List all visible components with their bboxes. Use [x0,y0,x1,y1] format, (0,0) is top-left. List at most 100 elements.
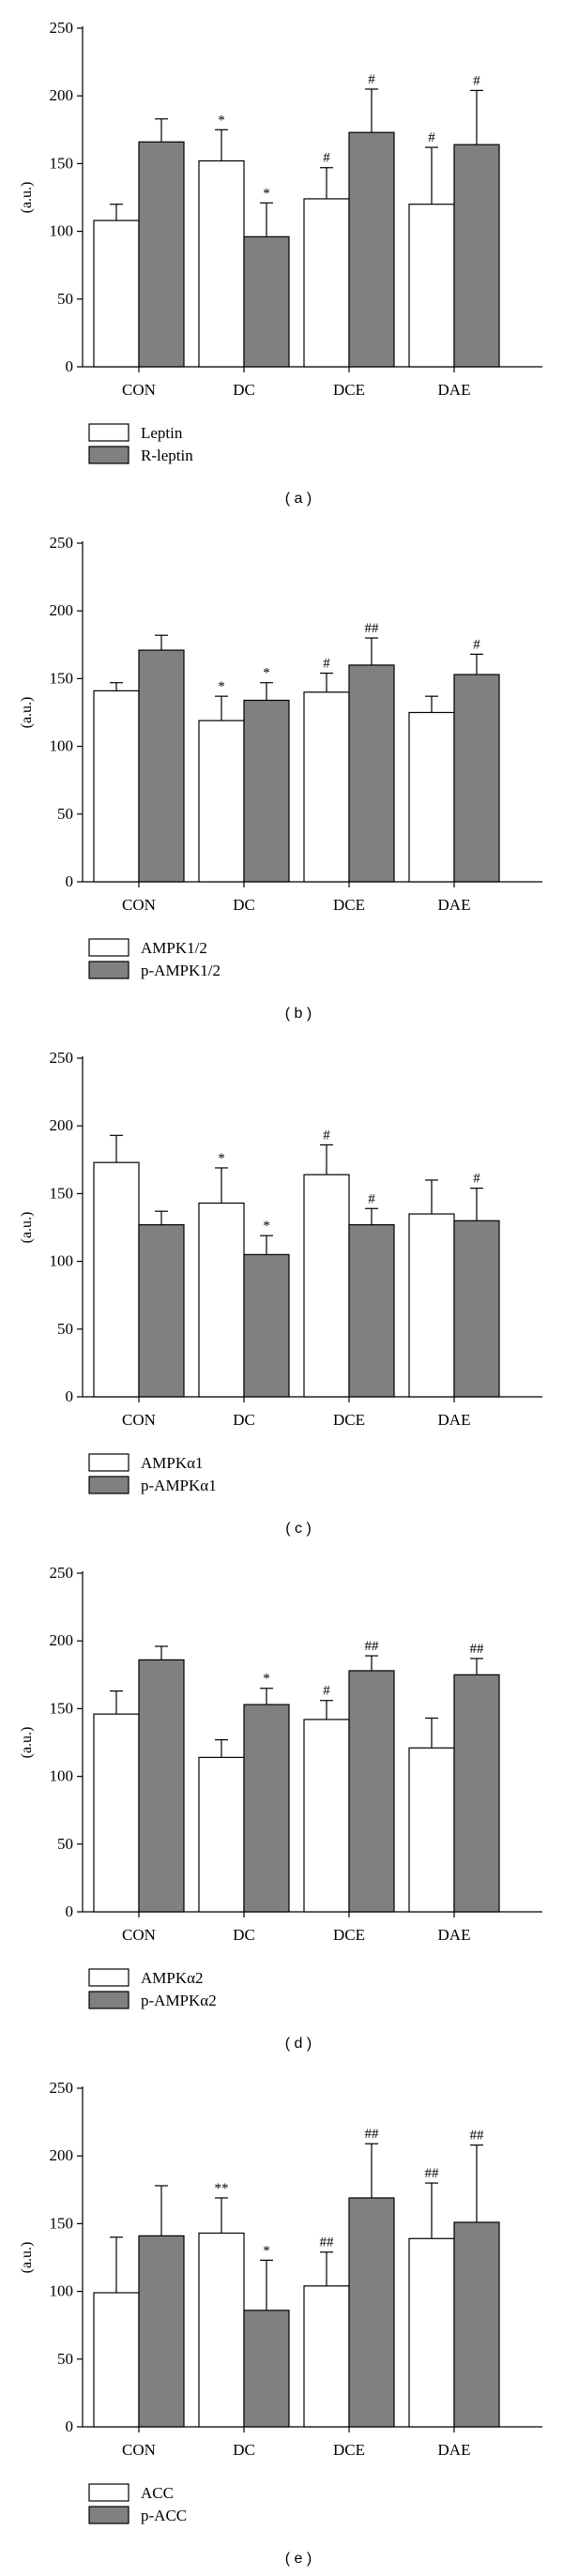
legend-label: p-ACC [141,2507,187,2524]
significance-mark: # [323,1128,330,1143]
y-tick-label: 200 [50,2146,74,2164]
x-tick-label: DAE [438,1411,471,1429]
y-tick-label: 50 [57,2350,73,2368]
significance-mark: ## [365,1639,380,1654]
x-tick-label: DC [233,1411,255,1429]
y-axis-label: (a.u.) [19,1727,35,1759]
legend-swatch [88,938,129,957]
significance-mark: * [263,1672,270,1687]
significance-mark: * [218,113,225,128]
bar-p-acc-dce [348,2197,395,2428]
legend-label: ACC [141,2484,174,2502]
panel-caption: ( a ) [285,491,312,507]
x-tick-label: DAE [438,1926,471,1944]
bar-p-ampk-1-dce [348,1224,395,1398]
bar-r-leptin-dae [453,144,500,368]
significance-mark: * [218,1151,225,1166]
x-tick-label: DCE [333,1411,365,1429]
bar-ampk-1-dae [408,1213,455,1398]
x-tick-label: CON [122,381,156,399]
y-tick-label: 100 [50,1252,74,1270]
bar-p-ampk-2-con [138,1659,185,1913]
x-tick-label: CON [122,896,156,914]
legend-swatch [88,1991,129,2009]
bar-leptin-con [93,220,140,368]
y-tick-label: 150 [50,154,74,172]
y-tick-label: 100 [50,2282,74,2300]
y-axis-label: (a.u.) [19,2242,35,2274]
bar-ampk-1-con [93,1161,140,1398]
x-tick-label: CON [122,1926,156,1944]
y-tick-label: 200 [50,1631,74,1649]
legend-swatch [88,446,129,464]
significance-mark: # [323,1684,330,1699]
significance-mark: * [263,666,270,681]
panel-caption: ( c ) [285,1521,312,1537]
legend-label: p-AMPKα2 [141,1992,217,2009]
bar-p-ampk-2-dc [243,1704,290,1913]
bar-ampk-2-dae [408,1747,455,1913]
bar-ampk-1-dc [198,1202,245,1398]
y-tick-label: 200 [50,86,74,104]
bar-p-ampk-1-con [138,1224,185,1398]
significance-mark: * [218,679,225,694]
significance-mark: ## [365,2127,380,2142]
y-tick-label: 150 [50,1184,74,1202]
bar-leptin-dce [303,198,350,368]
y-axis-label: (a.u.) [19,182,35,214]
bar-p-ampk1-2-dae [453,674,500,883]
legend-swatch [88,1476,129,1494]
legend-label: R-leptin [141,447,193,464]
y-tick-label: 0 [66,1902,74,1920]
bar-acc-dc [198,2232,245,2428]
significance-mark: # [323,657,330,672]
bar-p-ampk1-2-con [138,649,185,883]
bar-p-acc-con [138,2235,185,2428]
y-tick-label: 250 [50,2079,74,2097]
significance-mark: # [473,73,480,88]
y-tick-label: 250 [50,19,74,37]
bar-ampk-1-dce [303,1174,350,1398]
significance-mark: ## [365,621,380,636]
panel-caption: ( e ) [285,2551,312,2567]
y-tick-label: 100 [50,222,74,240]
significance-mark: ## [470,1642,485,1657]
bar-acc-dce [303,2285,350,2428]
x-tick-label: DC [233,381,255,399]
significance-mark: * [263,1219,270,1234]
bar-ampk1-2-con [93,689,140,883]
y-tick-label: 250 [50,534,74,552]
bar-ampk-2-dc [198,1756,245,1913]
significance-mark: * [263,2243,270,2258]
x-tick-label: DAE [438,896,471,914]
significance-mark: # [473,1172,480,1187]
panel-caption: ( d ) [285,2036,312,2052]
significance-mark: # [428,130,435,145]
y-tick-label: 50 [57,1320,73,1338]
y-tick-label: 100 [50,737,74,755]
legend-swatch [88,1453,129,1472]
y-tick-label: 200 [50,1116,74,1134]
legend-label: AMPK1/2 [141,939,207,957]
panel-caption: ( b ) [285,1006,312,1022]
significance-mark: ## [470,2129,485,2144]
significance-mark: ## [320,2235,335,2250]
bar-p-ampk-2-dae [453,1674,500,1913]
x-tick-label: DC [233,2441,255,2459]
legend-label: p-AMPKα1 [141,1477,217,1494]
x-tick-label: DCE [333,381,365,399]
x-tick-label: DC [233,896,255,914]
bar-r-leptin-con [138,141,185,368]
x-tick-label: CON [122,1411,156,1429]
legend-label: p-AMPK1/2 [141,962,221,979]
bar-ampk1-2-dc [198,720,245,883]
bar-r-leptin-dc [243,235,290,368]
y-tick-label: 0 [66,1387,74,1405]
legend-swatch [88,2506,129,2524]
y-tick-label: 0 [66,2417,74,2435]
y-tick-label: 150 [50,669,74,687]
legend-label: AMPKα2 [141,1969,204,1987]
y-axis-label: (a.u.) [19,697,35,729]
